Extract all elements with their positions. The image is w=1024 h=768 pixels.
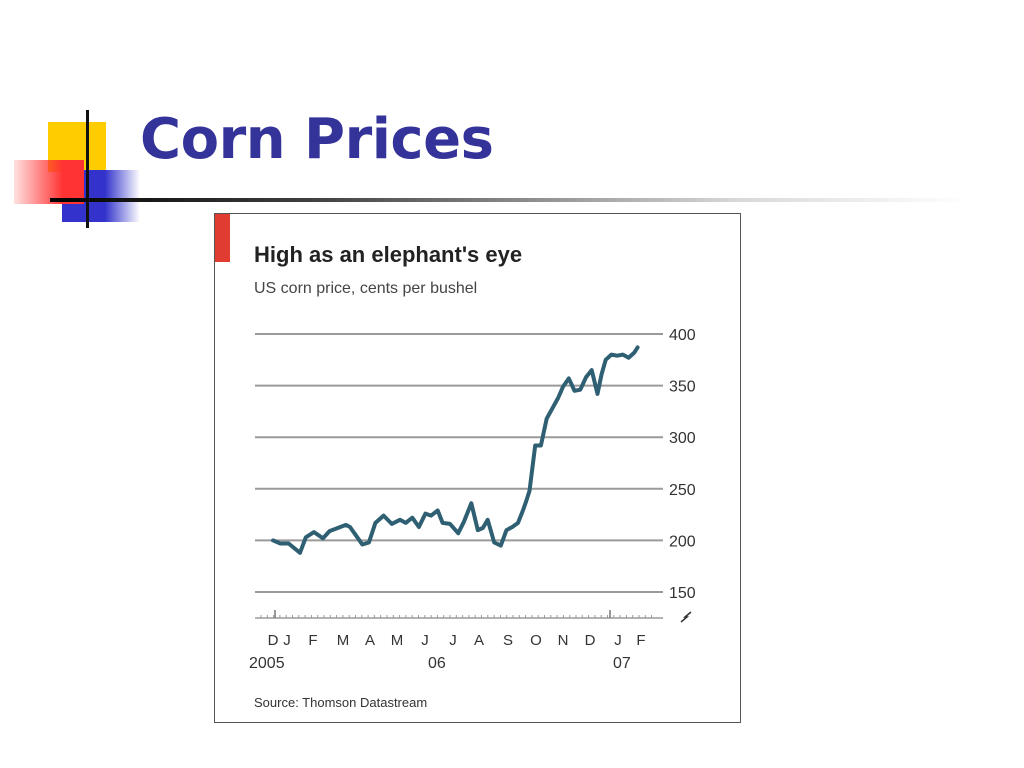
grid-layer: 400 350 300 250 200 150 <box>255 327 696 602</box>
slide-title: Corn Prices <box>140 107 494 172</box>
y-tick-label: 350 <box>669 379 696 396</box>
chart-subtitle: US corn price, cents per bushel <box>254 280 477 297</box>
x-tick-label: M <box>337 632 350 649</box>
x-year-label: 2005 <box>249 655 285 672</box>
x-tick-label: A <box>474 632 484 649</box>
x-tick-label: S <box>503 632 513 649</box>
y-tick-label: 400 <box>669 327 696 344</box>
x-tick-label: D <box>268 632 279 649</box>
chart-source: Source: Thomson Datastream <box>254 695 427 710</box>
x-tick-label: A <box>365 632 375 649</box>
x-year-label: 07 <box>613 655 631 672</box>
chart-title: High as an elephant's eye <box>254 242 522 267</box>
y-tick-label: 300 <box>669 430 696 447</box>
x-tick-label: J <box>421 632 429 649</box>
x-year-label: 06 <box>428 655 446 672</box>
series-layer <box>271 345 640 555</box>
axis-break-mark <box>680 611 692 623</box>
x-tick-label: J <box>449 632 457 649</box>
y-tick-label: 250 <box>669 482 696 499</box>
chart: High as an elephant's eye US corn price,… <box>215 214 696 710</box>
x-tick-label: F <box>636 632 645 649</box>
chart-frame: High as an elephant's eye US corn price,… <box>214 213 741 723</box>
accent-red-square <box>14 160 84 204</box>
y-tick-label: 150 <box>669 585 696 602</box>
x-tick-label: F <box>308 632 317 649</box>
x-tick-label: M <box>391 632 404 649</box>
chart-red-tag <box>215 214 230 262</box>
title-underline <box>50 198 970 202</box>
accent-vertical-line <box>86 110 89 228</box>
x-tick-label: N <box>558 632 569 649</box>
series-line <box>271 345 640 555</box>
x-tick-label: J <box>283 632 291 649</box>
x-tick-label: J <box>614 632 622 649</box>
y-tick-label: 200 <box>669 533 696 550</box>
x-tick-label: O <box>530 632 542 649</box>
x-tick-label: D <box>585 632 596 649</box>
